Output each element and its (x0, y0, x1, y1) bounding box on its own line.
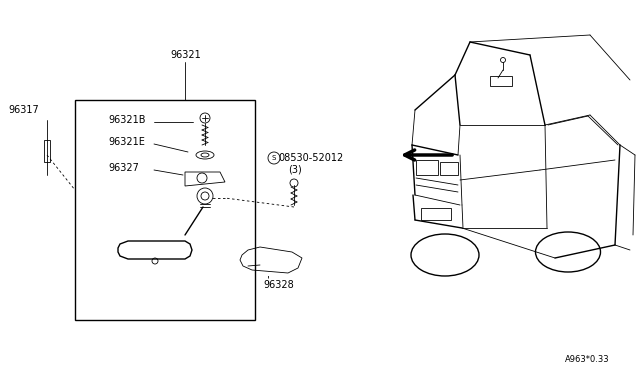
Bar (421, 208, 451, 220)
Bar (440, 162, 458, 175)
Text: A963*0.33: A963*0.33 (565, 356, 610, 365)
Text: (3): (3) (288, 165, 301, 175)
Bar (75, 100, 255, 320)
Bar (490, 76, 512, 86)
Bar (44, 140, 50, 162)
Bar (416, 160, 438, 175)
Text: 96328: 96328 (263, 280, 294, 290)
Text: 96317: 96317 (8, 105, 39, 115)
Text: 96321B: 96321B (108, 115, 145, 125)
Text: 96327: 96327 (108, 163, 139, 173)
Text: 96321: 96321 (170, 50, 201, 60)
Text: 08530-52012: 08530-52012 (278, 153, 343, 163)
Text: 96321E: 96321E (108, 137, 145, 147)
Text: S: S (272, 155, 276, 161)
